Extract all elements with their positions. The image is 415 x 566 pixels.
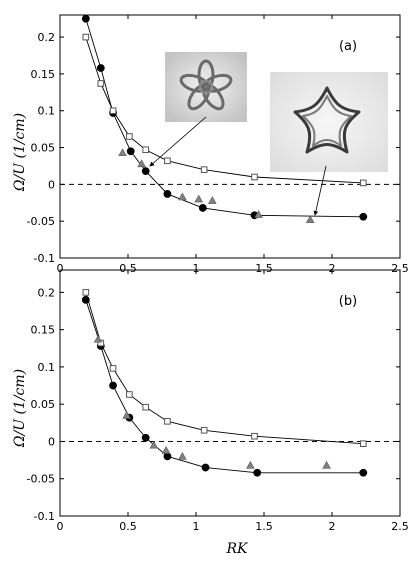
panel-a-y-tick-label: 0.05 [31,142,56,155]
panel-a-y-tick-label: 0.15 [31,68,56,81]
panel-a-series-1-point-2 [109,107,117,115]
panel-a-y-tick-label: 0.1 [38,105,56,118]
panel-b-series-2-point-6 [322,460,331,469]
panel-b-x-tick-label: 0.5 [119,520,137,533]
panel-b-series-0-point-4 [141,433,150,442]
panel-b-series-0-point-6 [201,463,210,472]
panel-a-series-0-point-5 [163,190,172,198]
panel-a-series-0-point-6 [198,204,207,212]
panel-b-y-tick-label: 0.15 [31,324,56,337]
panel-a-series-1-point-7 [251,173,258,181]
panel-b-y-tick-label: -0.1 [34,510,55,523]
panel-b-series-2-point-4 [178,451,187,460]
panel-b-y-tick-label: -0.05 [27,473,55,486]
star-ring-inset-photo [270,72,388,172]
panel-b-series-0-point-5 [163,452,172,461]
panel-a-x-tick-label: 0 [57,262,64,275]
panel-a: 0 0.5 1 1.5 2 2.5 -0.1 -0.05 0 0.05 0.1 0.15 0.2 (a)… [12,14,409,275]
panel-b-x-axis-label: RK [226,541,250,557]
panel-b-series-1-point-2 [109,365,117,372]
panel-b-series-2-point-2 [149,440,159,449]
panel-a-series-0-point-4 [141,167,150,176]
panel-b-series-1-point-7 [251,432,258,440]
panel-b-series-2-point-5 [246,460,255,469]
panel-b-x-tick-label: 0 [57,520,64,533]
panel-b-series-1-point-0 [82,289,90,296]
panel-b-x-tick-label: 2 [329,520,336,533]
panel-a-x-tick-label: 2.5 [391,262,409,275]
panel-b-label: (b) [339,294,357,309]
panel-b-y-axis-label: Ω/U (1/cm) [12,369,28,448]
panel-a-y-tick-label: -0.1 [34,252,55,265]
panel-a-series-2-point-3 [194,194,204,203]
panel-a-series-1-point-3 [126,133,133,140]
panel-a-series-0-point-3 [126,147,135,156]
panel-b-series-2-point-1 [122,410,131,419]
panel-a-y-axis-label: Ω/U (1/cm) [12,113,28,192]
panel-b-axes-frame [59,269,401,517]
panel-a-series-1-point-5 [164,157,171,165]
panel-a-x-tick-label: 1.5 [255,262,273,275]
panel-a-series-1-point-8 [359,179,367,187]
panel-b-series-0-point-8 [359,468,368,477]
panel-b-series-0-point-2 [109,381,117,390]
panel-a-x-tick-label: 1 [193,262,200,275]
panel-b-y-tick-label: 0.2 [38,286,56,299]
panel-a-y-tick-label: 0.2 [38,31,56,44]
flower-inset-arrow [149,116,207,167]
panel-a-series-1-point-1 [97,80,105,87]
panel-a-series-2-point-6 [305,215,315,224]
panel-a-x-tick-label: 2 [329,262,336,275]
panel-b-series-1-point-8 [359,440,367,447]
panel-a-axes-frame [59,14,401,259]
panel-a-series-1-point-6 [200,166,208,173]
panel-b-series-2-point-0 [93,334,103,343]
panel-b-x-tick-label: 1.5 [255,520,273,533]
panel-a-series-0-point-8 [359,212,368,221]
panel-b-y-tick-label: 0.1 [38,361,56,374]
panel-a-x-tick-label: 0.5 [119,262,137,275]
panel-a-series-2-point-0 [118,148,127,157]
panel-b-series-1-point-3 [126,391,133,398]
panel-b-series-1-point-4 [142,403,149,411]
panel-b-y-tick-label: 0.05 [31,398,56,411]
panel-a-series-2-point-2 [178,192,187,201]
panel-a-series-0-point-0 [81,14,90,23]
panel-a-label: (a) [339,39,357,54]
panel-a-y-tick-label: -0.05 [27,215,55,228]
panel-a-series-0-point-1 [96,64,105,72]
panel-a-series-1-point-0 [82,33,90,41]
panel-b-series-2-point-3 [161,445,171,454]
panel-b-series-0-line [85,299,364,474]
panel-b-series-0-point-7 [253,468,262,477]
panel-a-series-2-point-5 [254,210,263,218]
panel-a-series-2-point-1 [137,159,146,168]
star-inset-arrow [313,165,327,216]
panel-b-y-tick-label: 0 [48,435,55,448]
panel-b-series-1-point-6 [200,426,208,434]
flower-ring-inset-photo [165,52,247,122]
panel-b: 0 0.5 1 1.5 2 2.5 -0.1 -0.05 0 0.05 0.1 0.15 0.2 (b)… [12,269,409,557]
panel-b-x-tick-label: 2.5 [391,520,409,533]
panel-b-x-tick-label: 1 [193,520,200,533]
panel-b-series-1-point-5 [164,418,171,425]
panel-a-series-1-point-4 [142,146,149,154]
panel-a-series-2-point-4 [208,196,217,204]
panel-a-y-tick-label: 0 [48,178,55,191]
